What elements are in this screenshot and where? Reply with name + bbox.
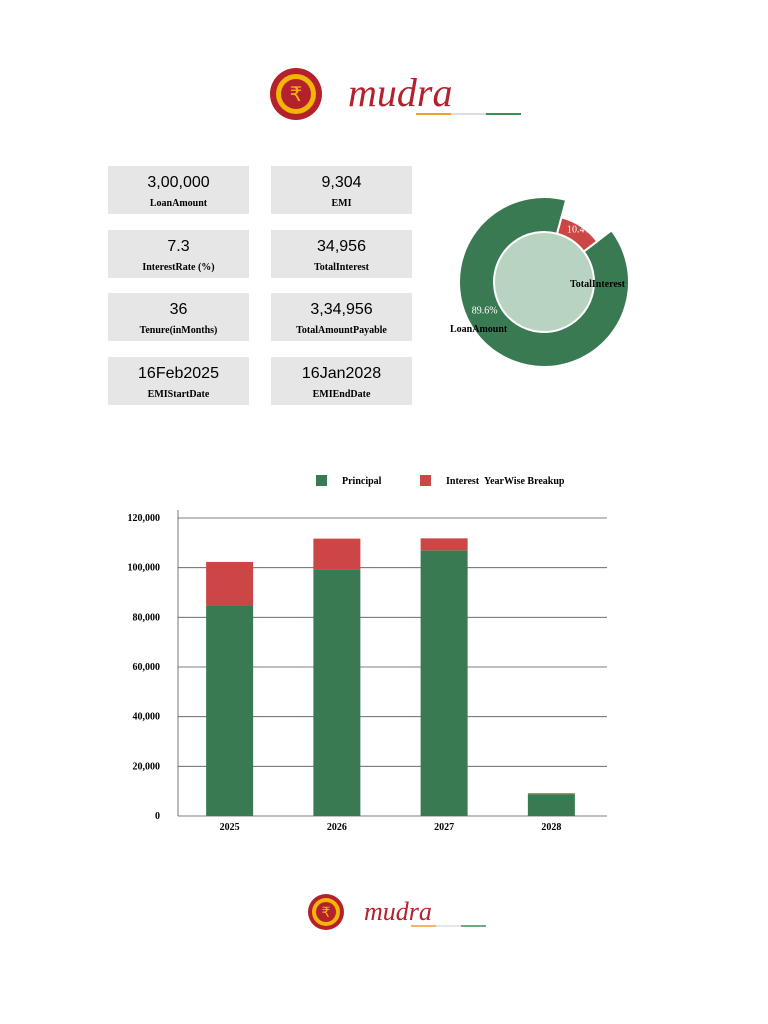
svg-text:mudra: mudra (364, 897, 432, 926)
tenure-label: Tenure(inMonths) (139, 325, 218, 336)
total-payable-label: TotalAmountPayable (296, 325, 387, 336)
chart-title: YearWise Breakup (484, 476, 565, 487)
donut-label-loanamount: LoanAmount (450, 324, 508, 335)
legend-label-principal: Principal (342, 476, 382, 487)
legend-swatch-interest (420, 475, 431, 486)
donut-slice-totalinterest (555, 216, 599, 254)
x-tick-label: 2027 (434, 822, 454, 833)
svg-text:₹: ₹ (322, 906, 331, 921)
mudra-logo: ₹ mudra (270, 68, 521, 120)
donut-slice-label: 10.4% (567, 224, 593, 235)
donut-label-totalinterest: TotalInterest (570, 279, 626, 290)
interest-rate-label: InterestRate (%) (142, 262, 215, 273)
emi-end-label: EMIEndDate (312, 389, 371, 400)
donut-slice-loanamount (458, 196, 630, 368)
emi-end-card: 16Jan2028 EMIEndDate (271, 357, 412, 405)
emi-start-label: EMIStartDate (147, 389, 210, 400)
tenure-card: 36 Tenure(inMonths) (108, 293, 249, 341)
emi-value: 9,304 (321, 174, 362, 191)
loan-amount-value: 3,00,000 (147, 174, 210, 191)
legend-swatch-principal (316, 475, 327, 486)
donut-chart: 89.6% 10.4% TotalInterest LoanAmount (450, 196, 630, 368)
emi-card: 9,304 EMI (271, 166, 412, 214)
yearwise-bar-chart: Principal Interest YearWise Breakup 0 20,000… (128, 475, 607, 833)
svg-text:₹: ₹ (290, 84, 303, 106)
emi-label: EMI (331, 198, 352, 209)
emi-end-value: 16Jan2028 (301, 365, 382, 382)
y-tick-label: 20,000 (133, 761, 161, 772)
bar-interest-2025 (206, 561, 254, 606)
mudra-logo-footer: ₹ mudra (308, 894, 486, 930)
interest-rate-value: 7.3 (167, 238, 190, 255)
svg-text:mudra: mudra (348, 70, 452, 115)
y-tick-label: 120,000 (128, 513, 161, 524)
chart-legend: Principal Interest YearWise Breakup (316, 475, 565, 487)
legend-label-interest: Interest (446, 476, 480, 487)
y-tick-label: 0 (155, 811, 160, 822)
tenure-value: 36 (169, 301, 188, 318)
total-payable-value: 3,34,956 (310, 301, 373, 318)
total-interest-label: TotalInterest (314, 262, 369, 273)
y-tick-label: 80,000 (133, 612, 161, 623)
bar-interest-2026 (313, 538, 361, 570)
emi-start-value: 16Feb2025 (138, 365, 219, 382)
x-tick-label: 2026 (327, 822, 347, 833)
bar-principal-2026 (313, 569, 361, 816)
bar-interest-2027 (420, 538, 468, 551)
loan-amount-label: LoanAmount (149, 198, 208, 209)
y-tick-label: 40,000 (133, 712, 161, 723)
bar-interest-2028 (527, 793, 575, 795)
x-tick-label: 2025 (220, 822, 240, 833)
total-interest-value: 34,956 (317, 238, 366, 255)
x-tick-label: 2028 (541, 822, 561, 833)
donut-slice-label: 89.6% (472, 306, 498, 317)
bar-principal-2027 (420, 550, 468, 816)
bar-principal-2028 (527, 794, 575, 816)
emi-start-card: 16Feb2025 EMIStartDate (108, 357, 249, 405)
loan-amount-card: 3,00,000 LoanAmount (108, 166, 249, 214)
total-payable-card: 3,34,956 TotalAmountPayable (271, 293, 412, 341)
total-interest-card: 34,956 TotalInterest (271, 230, 412, 278)
y-tick-label: 60,000 (133, 662, 161, 673)
bar-principal-2025 (206, 605, 254, 816)
y-tick-label: 100,000 (128, 563, 161, 574)
interest-rate-card: 7.3 InterestRate (%) (108, 230, 249, 278)
